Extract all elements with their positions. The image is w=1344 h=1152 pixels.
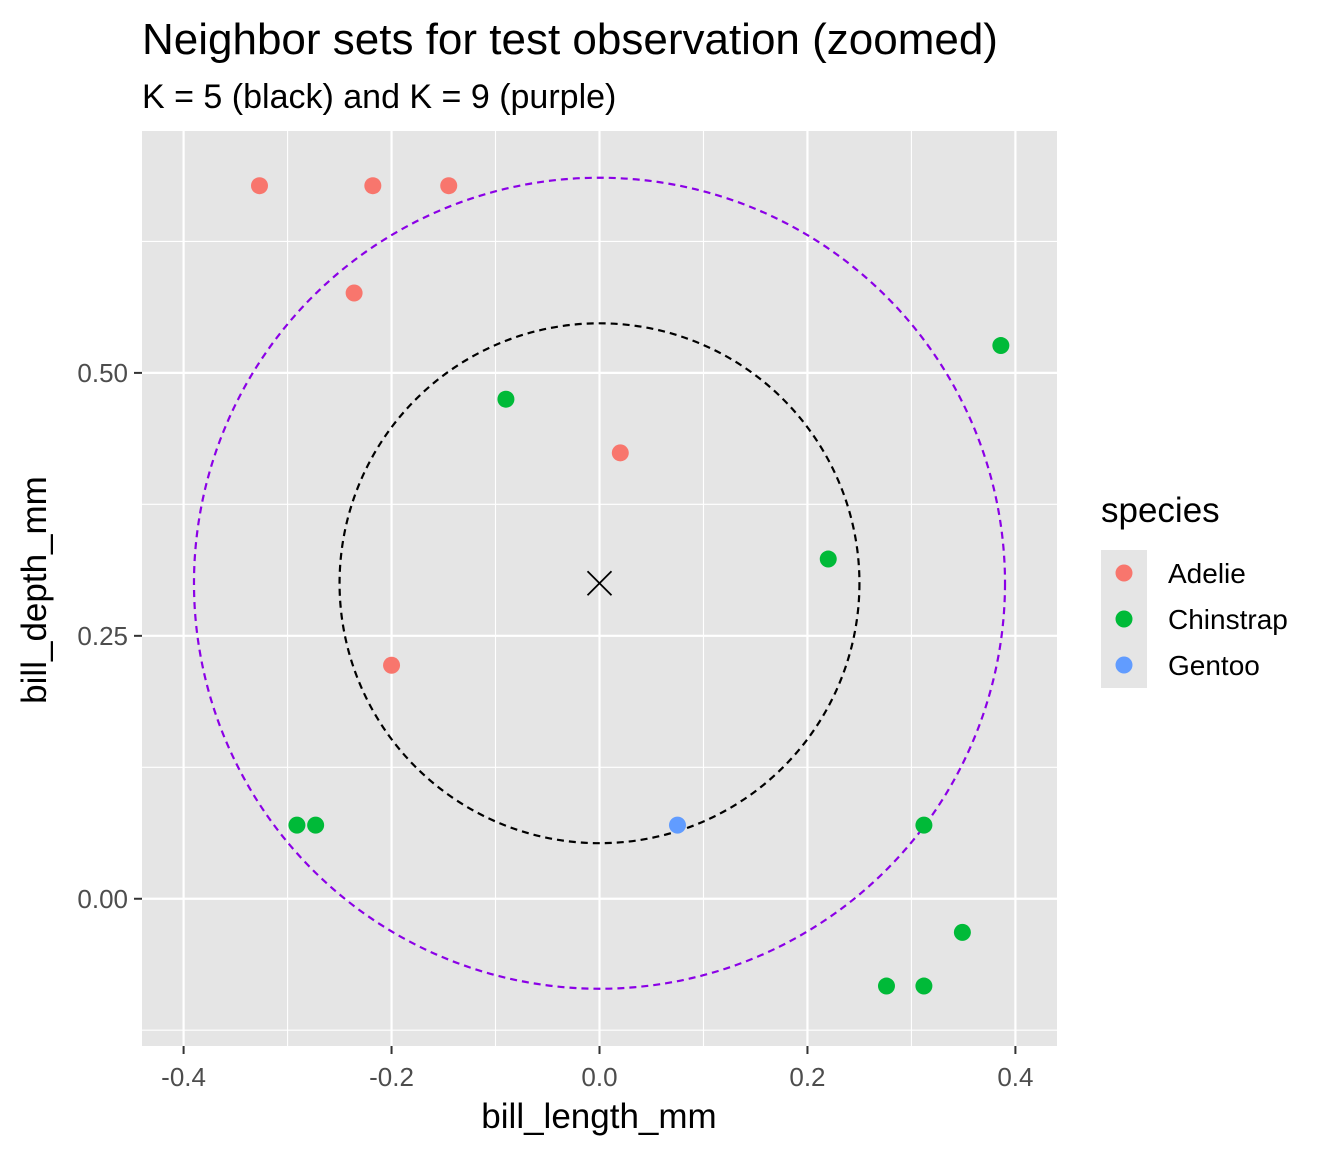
legend-label-chinstrap: Chinstrap	[1168, 604, 1288, 635]
chart-title: Neighbor sets for test observation (zoom…	[142, 15, 998, 64]
point-chinstrap	[915, 816, 933, 834]
point-adelie	[364, 177, 382, 195]
x-tick-label: 0.2	[789, 1062, 825, 1092]
x-tick-label: 0.4	[997, 1062, 1033, 1092]
point-adelie	[345, 284, 363, 302]
point-chinstrap	[915, 977, 933, 995]
point-adelie	[611, 444, 629, 462]
x-axis-ticks: -0.4 -0.2 0.0 0.2 0.4	[161, 1046, 1033, 1092]
test-point-stroke	[586, 570, 613, 596]
y-axis-title: bill_depth_mm	[15, 476, 54, 704]
y-tick-label: 0.00	[77, 884, 128, 914]
point-chinstrap	[497, 390, 515, 408]
point-adelie	[440, 177, 458, 195]
legend-label-gentoo: Gentoo	[1168, 650, 1260, 681]
point-chinstrap	[288, 816, 306, 834]
point-chinstrap	[953, 923, 971, 941]
k9-neighbor-circle	[192, 176, 1007, 990]
point-chinstrap	[992, 337, 1010, 355]
y-tick-label: 0.25	[77, 621, 128, 651]
test-observation-marker	[586, 570, 613, 596]
point-adelie	[383, 656, 401, 674]
legend-entries: Adelie Chinstrap Gentoo	[1101, 550, 1288, 688]
x-tick-label: -0.4	[161, 1062, 206, 1092]
point-adelie	[250, 177, 268, 195]
k5-neighbor-circle	[338, 322, 861, 845]
legend: species Adelie Chinstrap Gentoo	[1101, 491, 1288, 688]
point-chinstrap	[307, 816, 325, 834]
data-points	[250, 177, 1010, 995]
point-gentoo	[668, 816, 686, 834]
chart-subtitle: K = 5 (black) and K = 9 (purple)	[142, 78, 616, 116]
legend-key-adelie	[1115, 564, 1133, 582]
legend-title: species	[1101, 491, 1220, 530]
y-tick-label: 0.50	[77, 358, 128, 388]
neighbor-circles	[192, 176, 1007, 990]
y-axis-ticks: 0.00 0.25 0.50	[77, 358, 142, 914]
legend-key-gentoo	[1115, 656, 1133, 674]
x-tick-label: 0.0	[581, 1062, 617, 1092]
point-chinstrap	[819, 550, 837, 568]
legend-label-adelie: Adelie	[1168, 558, 1246, 589]
major-gridlines	[142, 131, 1057, 1046]
x-tick-label: -0.2	[369, 1062, 414, 1092]
x-axis-title: bill_length_mm	[481, 1097, 716, 1136]
point-chinstrap	[877, 977, 895, 995]
legend-key-chinstrap	[1115, 610, 1133, 628]
